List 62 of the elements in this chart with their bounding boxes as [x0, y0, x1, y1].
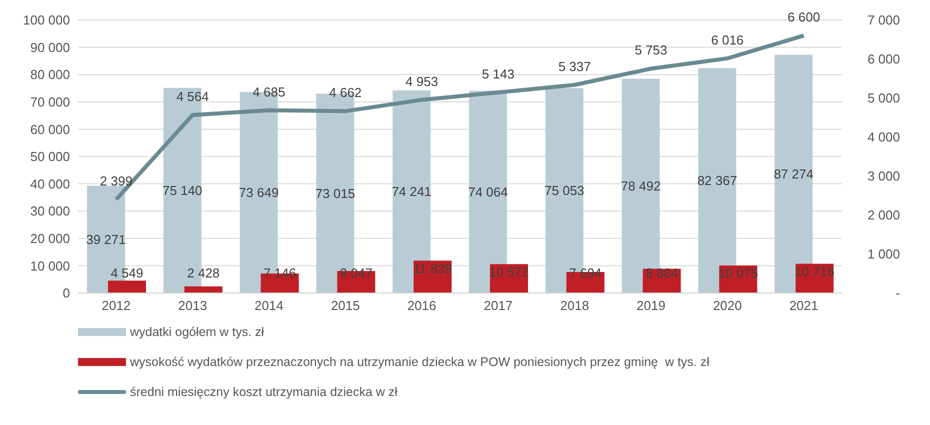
data-label: 4 564 — [176, 89, 209, 104]
data-label: 87 274 — [774, 166, 814, 182]
y2-tick-label: - — [896, 286, 900, 301]
data-label: 6 600 — [788, 10, 820, 25]
x-tick-label: 2014 — [254, 298, 284, 314]
data-label: 6 016 — [711, 32, 744, 48]
bar — [108, 280, 146, 293]
x-tick-label: 2020 — [712, 298, 742, 314]
data-label: 78 492 — [620, 178, 661, 194]
data-label: 75 140 — [162, 182, 202, 198]
data-label: 5 337 — [558, 58, 591, 74]
data-label: 82 367 — [697, 173, 738, 188]
y-tick-label: 50 000 — [30, 149, 70, 164]
bar — [469, 90, 507, 293]
data-label: 2 399 — [100, 173, 132, 188]
bar — [774, 54, 813, 293]
x-tick-label: 2017 — [484, 298, 513, 314]
y-tick-label: 70 000 — [30, 94, 70, 110]
y-tick-label: 30 000 — [30, 204, 70, 219]
y-tick-label: 90 000 — [30, 40, 70, 55]
y-tick-label: 40 000 — [30, 176, 70, 192]
x-tick-label: 2012 — [102, 298, 131, 314]
y2-tick-label: 1 000 — [867, 246, 900, 262]
y-tick-label: 80 000 — [30, 67, 70, 82]
data-label: 74 064 — [468, 184, 508, 200]
x-tick-label: 2018 — [560, 298, 590, 314]
data-label: 2 428 — [187, 266, 220, 280]
data-label: 11 839 — [413, 261, 452, 276]
data-label: 75 053 — [544, 183, 584, 198]
x-tick-label: 2016 — [407, 298, 436, 314]
y2-tick-label: 6 000 — [867, 52, 900, 67]
y2-tick-label: 3 000 — [867, 168, 900, 184]
x-tick-label: 2015 — [330, 298, 360, 314]
y2-tick-label: 4 000 — [867, 130, 900, 145]
data-label: 4 549 — [110, 266, 144, 280]
y2-tick-label: 7 000 — [867, 12, 900, 28]
y-tick-label: 0 — [62, 286, 70, 301]
data-label: 7 146 — [264, 266, 296, 280]
data-label: 4 953 — [406, 74, 438, 89]
data-label: 4 662 — [329, 85, 362, 100]
y-tick-label: 100 000 — [23, 12, 70, 28]
x-tick-label: 2019 — [636, 298, 666, 314]
x-tick-label: 2013 — [178, 298, 208, 314]
data-label: 5 143 — [482, 66, 514, 82]
data-label: 39 271 — [86, 232, 126, 247]
bar — [698, 68, 736, 293]
y-tick-label: 60 000 — [30, 122, 70, 137]
data-label: 8 884 — [646, 266, 678, 280]
data-label: 74 241 — [392, 184, 432, 200]
legend-label: wysokość wydatków przeznaczonych na utrzymanie dziecka w POW poniesionych przez gminę w tys. zł — [130, 355, 710, 369]
data-label: 73 649 — [238, 184, 279, 200]
data-label: 73 015 — [315, 186, 356, 201]
legend-label: średni miesięczny koszt utrzymania dziecka w zł — [130, 385, 398, 399]
legend-label: wydatki ogółem w tys. zł — [130, 325, 264, 339]
data-label: 5 753 — [634, 42, 668, 58]
y2-tick-label: 2 000 — [867, 208, 900, 223]
data-label: 4 685 — [252, 84, 286, 100]
bar — [184, 286, 222, 293]
y-tick-label: 20 000 — [30, 231, 70, 246]
y2-tick-label: 5 000 — [867, 90, 900, 106]
y-tick-label: 10 000 — [30, 258, 70, 274]
x-tick-label: 2021 — [789, 298, 818, 314]
